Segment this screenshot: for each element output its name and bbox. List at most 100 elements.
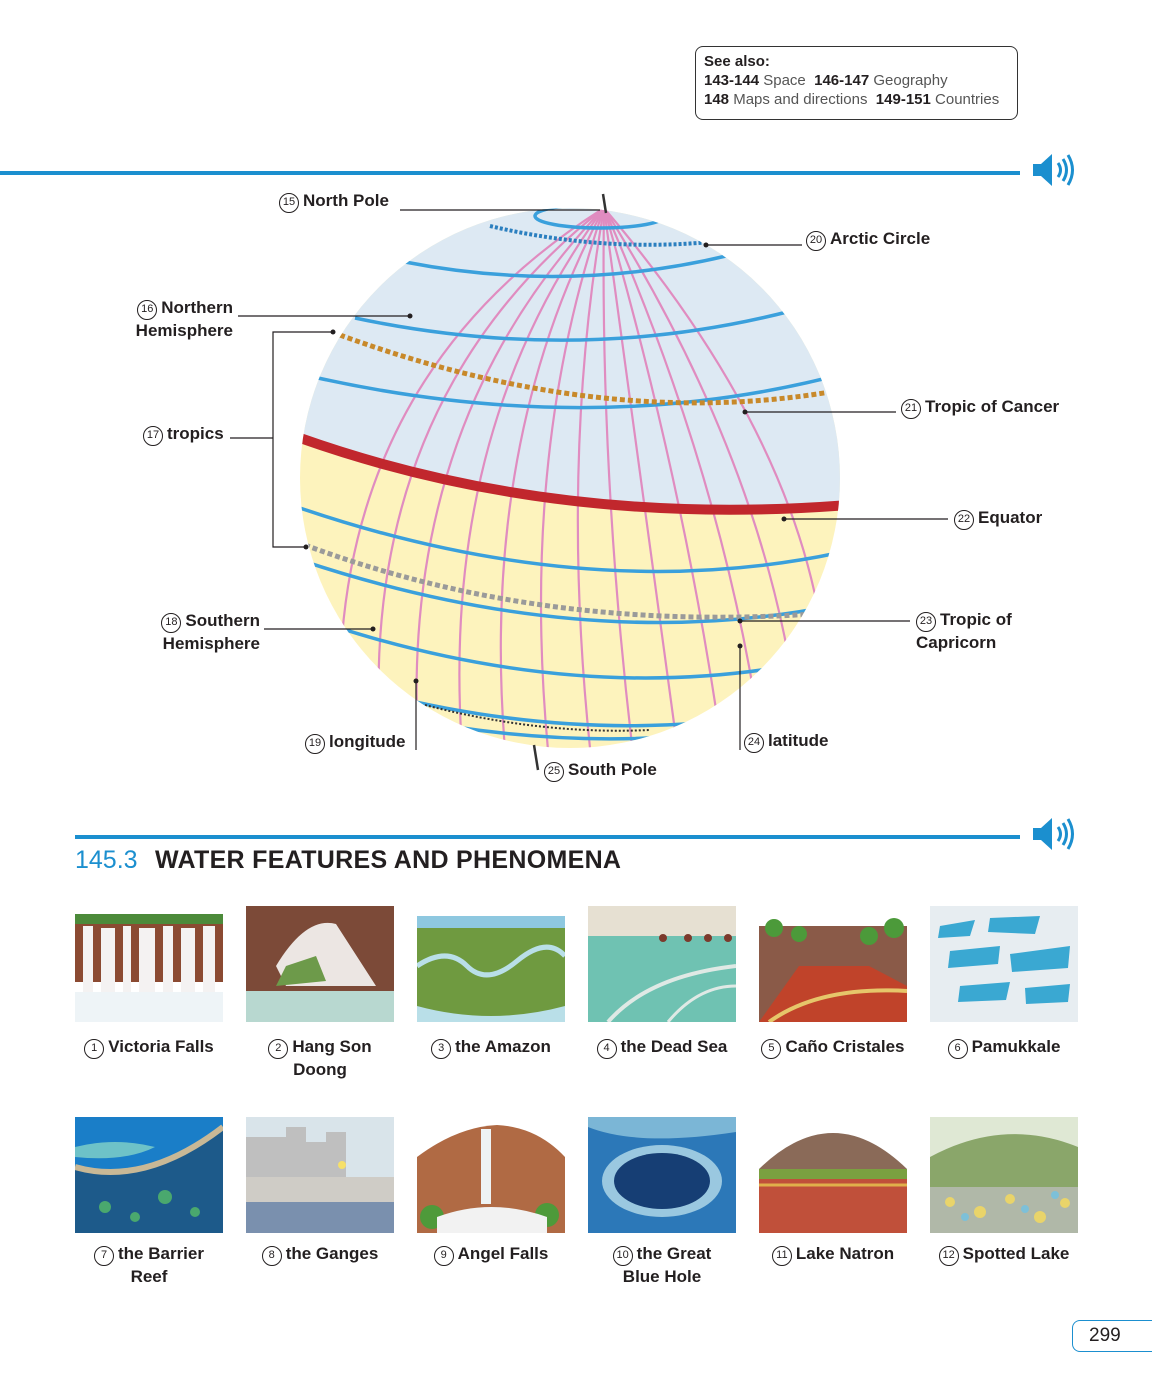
label-text: North Pole xyxy=(303,191,389,210)
feature-name: Blue Hole xyxy=(622,1267,702,1286)
section-number: 145.3 xyxy=(75,846,138,874)
label-number: 25 xyxy=(544,762,564,782)
see-also-link-num[interactable]: 146-147 xyxy=(814,72,870,89)
label-text: latitude xyxy=(768,731,829,750)
see-also-title: See also: xyxy=(704,53,770,70)
feature-number: 9 xyxy=(433,1246,454,1266)
feature-caption: 7 the Barrier Reef xyxy=(64,1243,234,1288)
feature-name: Lake Natron xyxy=(795,1244,895,1263)
section-rule xyxy=(0,171,1020,175)
label-text: Southern xyxy=(185,611,260,630)
feature-number: 8 xyxy=(261,1246,282,1266)
feature-number: 10 xyxy=(612,1246,633,1266)
label-longitude: 19 longitude xyxy=(305,731,405,754)
feature-name: the Amazon xyxy=(455,1037,551,1056)
feature-name: the Barrier xyxy=(118,1244,204,1263)
label-text: Tropic of xyxy=(940,610,1012,629)
feature-number: 1 xyxy=(84,1039,105,1059)
ganges-image xyxy=(246,1117,394,1233)
feature-caption: 5 Caño Cristales xyxy=(748,1036,918,1059)
label-text: Hemisphere xyxy=(162,634,260,653)
speaker-icon[interactable] xyxy=(1030,150,1078,190)
see-also-link-text[interactable]: Maps and directions xyxy=(733,91,868,108)
cano-cristales-image xyxy=(759,906,907,1022)
see-also-link-num[interactable]: 148 xyxy=(704,91,730,108)
label-tropic-of-cancer: 21 Tropic of Cancer xyxy=(901,396,1059,419)
feature-caption: 6 Pamukkale xyxy=(919,1036,1089,1059)
label-text: Northern xyxy=(161,298,233,317)
label-tropic-of-capricorn: 23 Tropic of Capricorn xyxy=(916,609,1012,653)
label-equator: 22 Equator xyxy=(954,507,1042,530)
feature-caption: 10 the Great Blue Hole xyxy=(577,1243,747,1288)
amazon-image xyxy=(417,906,565,1022)
label-north-pole: 15 North Pole xyxy=(279,190,389,213)
feature-name: Doong xyxy=(293,1060,347,1079)
feature-number: 11 xyxy=(771,1246,792,1266)
feature-number: 4 xyxy=(596,1039,617,1059)
feature-name: Caño Cristales xyxy=(785,1037,905,1056)
hang-son-doong-image xyxy=(246,906,394,1022)
page-number: 299 xyxy=(1072,1320,1152,1352)
feature-name: the Ganges xyxy=(285,1244,379,1263)
feature-number: 5 xyxy=(761,1039,782,1059)
label-latitude: 24 latitude xyxy=(744,730,828,753)
label-southern-hemisphere: 18 Southern Hemisphere xyxy=(156,610,260,654)
see-also-box: See also: 143-144 Space 146-147 Geograph… xyxy=(695,46,1018,120)
feature-name: Reef xyxy=(130,1267,168,1286)
label-number: 18 xyxy=(161,613,182,633)
label-number: 21 xyxy=(901,399,921,419)
label-text: Equator xyxy=(978,508,1043,527)
label-northern-hemisphere: 16 Northern Hemisphere xyxy=(129,297,233,341)
see-also-link-text[interactable]: Countries xyxy=(935,91,1000,108)
great-blue-hole-image xyxy=(588,1117,736,1233)
label-tropics: 17 tropics xyxy=(143,423,224,446)
angel-falls-image xyxy=(417,1117,565,1233)
label-number: 24 xyxy=(744,733,764,753)
feature-number: 3 xyxy=(431,1039,452,1059)
label-arctic-circle: 20 Arctic Circle xyxy=(806,228,930,251)
feature-name: Hang Son xyxy=(292,1037,372,1056)
label-text: Tropic of Cancer xyxy=(925,397,1060,416)
feature-name: the Dead Sea xyxy=(620,1037,728,1056)
see-also-link-num[interactable]: 143-144 xyxy=(704,72,760,89)
label-text: South Pole xyxy=(568,760,657,779)
section-title: WATER FEATURES AND PHENOMENA xyxy=(155,846,622,874)
lake-natron-image xyxy=(759,1117,907,1233)
label-text: longitude xyxy=(329,732,406,751)
feature-number: 7 xyxy=(94,1246,114,1266)
label-text: Hemisphere xyxy=(135,321,233,340)
feature-caption: 3 the Amazon xyxy=(406,1036,576,1059)
feature-name: Victoria Falls xyxy=(108,1037,214,1056)
label-number: 23 xyxy=(916,612,936,632)
speaker-icon[interactable] xyxy=(1030,814,1078,854)
see-also-link-text[interactable]: Space xyxy=(763,72,806,89)
feature-number: 12 xyxy=(938,1246,959,1266)
label-number: 16 xyxy=(137,300,158,320)
label-south-pole: 25 South Pole xyxy=(544,759,657,782)
feature-name: Spotted Lake xyxy=(962,1244,1070,1263)
feature-caption: 11 Lake Natron xyxy=(748,1243,918,1266)
barrier-reef-image xyxy=(75,1117,223,1233)
feature-name: Pamukkale xyxy=(971,1037,1061,1056)
feature-caption: 12 Spotted Lake xyxy=(919,1243,1089,1266)
feature-caption: 1 Victoria Falls xyxy=(64,1036,234,1059)
dead-sea-image xyxy=(588,906,736,1022)
globe-diagram xyxy=(230,193,948,771)
feature-caption: 4 the Dead Sea xyxy=(577,1036,747,1059)
feature-caption: 9 Angel Falls xyxy=(406,1243,576,1266)
section-rule xyxy=(75,835,1020,839)
label-text: tropics xyxy=(167,424,224,443)
feature-number: 6 xyxy=(947,1039,968,1059)
feature-name: Angel Falls xyxy=(457,1244,549,1263)
label-number: 15 xyxy=(279,193,299,213)
label-number: 20 xyxy=(806,231,826,251)
see-also-link-num[interactable]: 149-151 xyxy=(875,91,931,108)
spotted-lake-image xyxy=(930,1117,1078,1233)
feature-name: the Great xyxy=(636,1244,712,1263)
label-number: 17 xyxy=(143,426,163,446)
victoria-falls-image xyxy=(75,906,223,1022)
feature-caption: 8 the Ganges xyxy=(235,1243,405,1266)
see-also-link-text[interactable]: Geography xyxy=(873,72,948,89)
label-text: Capricorn xyxy=(916,633,997,652)
pamukkale-image xyxy=(930,906,1078,1022)
